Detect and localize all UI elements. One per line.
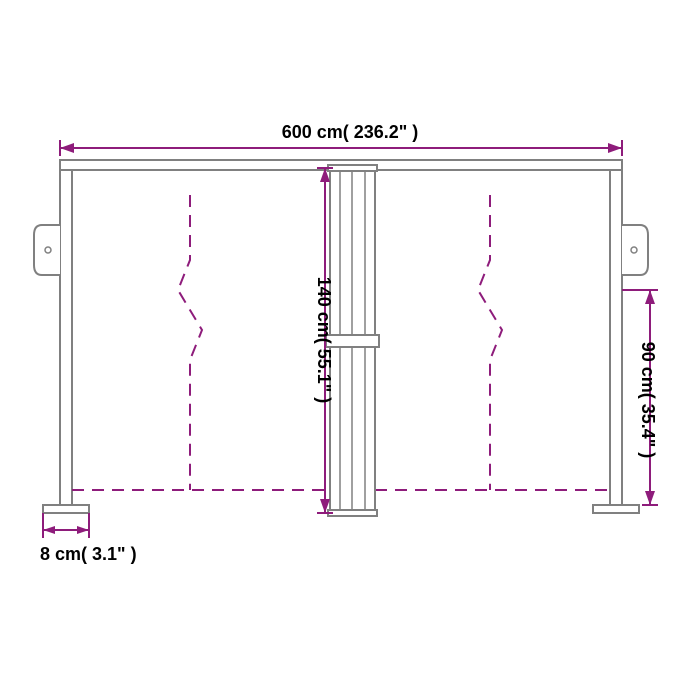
width-dimension: 600 cm( 236.2" ) [60,122,622,156]
base-width-label: 8 cm( 3.1" ) [40,544,137,564]
post-height-dimension: 90 cm( 35.4" ) [622,290,658,505]
fabric-right [375,195,610,490]
height-label: 140 cm( 55.1" ) [314,277,334,404]
post-height-label: 90 cm( 35.4" ) [638,342,658,459]
fabric-left [72,195,330,490]
dimension-diagram: 600 cm( 236.2" ) [0,0,700,700]
width-label: 600 cm( 236.2" ) [282,122,419,142]
base-width-dimension: 8 cm( 3.1" ) [40,513,137,564]
left-post [34,170,89,513]
